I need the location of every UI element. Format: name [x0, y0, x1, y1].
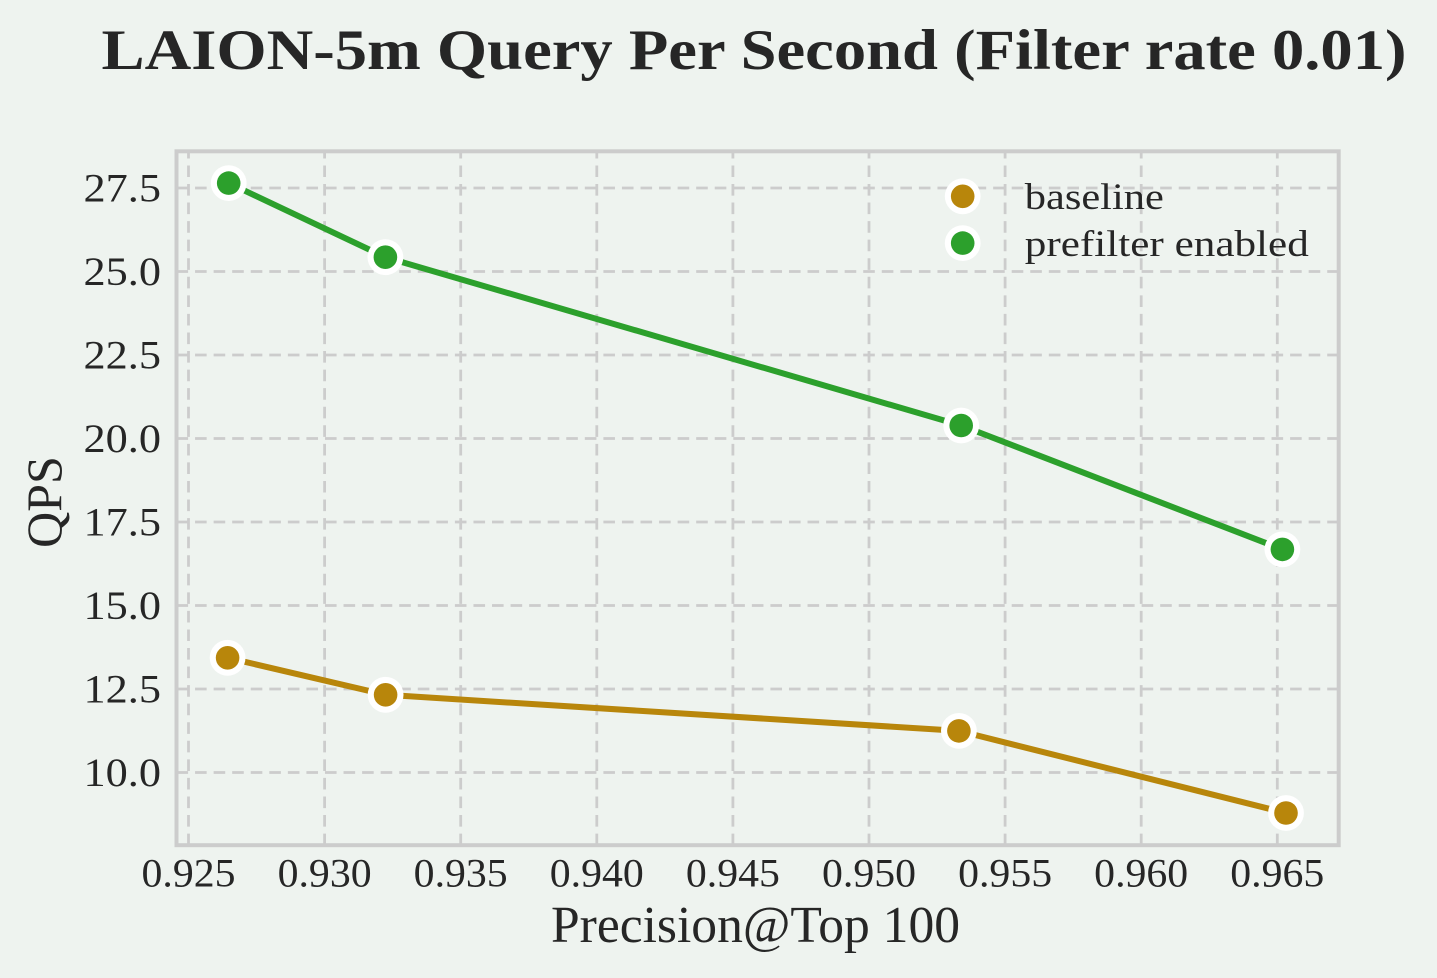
svg-text:25.0: 25.0 [84, 250, 162, 294]
svg-text:12.5: 12.5 [84, 668, 162, 712]
svg-text:0.960: 0.960 [1094, 851, 1188, 895]
svg-text:0.930: 0.930 [278, 851, 372, 895]
svg-text:0.945: 0.945 [686, 851, 780, 895]
svg-text:15.0: 15.0 [84, 584, 162, 628]
svg-text:0.935: 0.935 [414, 851, 508, 895]
svg-text:prefilter enabled: prefilter enabled [1025, 224, 1310, 265]
svg-text:baseline: baseline [1025, 177, 1164, 218]
svg-text:0.950: 0.950 [822, 851, 916, 895]
svg-text:QPS: QPS [16, 456, 72, 548]
svg-text:0.965: 0.965 [1230, 851, 1324, 895]
svg-text:27.5: 27.5 [84, 167, 162, 211]
svg-text:22.5: 22.5 [84, 334, 162, 378]
svg-text:LAION-5m Query Per Second (Fil: LAION-5m Query Per Second (Filter rate 0… [102, 19, 1407, 82]
svg-text:20.0: 20.0 [84, 417, 162, 461]
svg-text:0.925: 0.925 [142, 851, 236, 895]
svg-text:0.940: 0.940 [550, 851, 644, 895]
svg-text:Precision@Top 100: Precision@Top 100 [551, 897, 960, 954]
svg-text:17.5: 17.5 [84, 501, 162, 545]
svg-text:0.955: 0.955 [958, 851, 1052, 895]
svg-text:10.0: 10.0 [84, 751, 162, 795]
